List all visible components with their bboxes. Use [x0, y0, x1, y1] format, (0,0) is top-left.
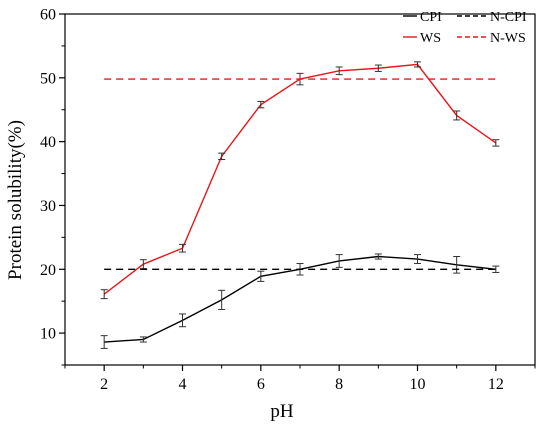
error-bar-ws [257, 100, 265, 109]
error-bar-cpi [335, 254, 343, 268]
error-bar-ws [335, 66, 343, 76]
error-bar-ws [218, 152, 226, 161]
x-tick-label: 6 [257, 376, 265, 393]
x-tick-label: 10 [410, 376, 426, 393]
error-bar-cpi [374, 253, 382, 260]
legend-label-cpi: CPI [420, 10, 442, 25]
error-bar-ws [374, 64, 382, 72]
error-bar-cpi [453, 256, 461, 274]
legend-label-n-cpi: N-CPI [490, 10, 527, 25]
x-tick-label: 12 [488, 376, 504, 393]
y-tick-label: 40 [40, 134, 56, 151]
error-bar-cpi [100, 335, 108, 349]
plot-frame [64, 13, 536, 366]
error-bar-ws [139, 259, 147, 270]
y-tick-label: 60 [40, 7, 56, 24]
x-tick-label: 2 [100, 376, 108, 393]
error-bar-ws [492, 139, 500, 147]
error-bar-ws [414, 61, 421, 68]
legend-label-n-ws: N-WS [490, 31, 526, 46]
y-tick-label: 50 [40, 70, 56, 87]
error-bar-cpi [257, 270, 265, 282]
error-bar-cpi [218, 289, 226, 310]
x-axis-title: pH [270, 401, 294, 422]
error-bar-cpi [139, 336, 147, 343]
error-bar-ws [100, 289, 108, 300]
legend-label-ws: WS [420, 31, 441, 46]
error-bar-cpi [492, 265, 500, 273]
y-tick-label: 10 [40, 326, 56, 343]
axes-layer: 2 4 6 8 10 12 10 20 30 40 50 60 [40, 7, 536, 393]
y-axis-title: Protein solubility(%) [5, 120, 26, 280]
y-tick-label: 30 [40, 198, 56, 215]
legend: CPI N-CPI WS N-WS [403, 10, 527, 46]
error-bar-ws [179, 243, 186, 253]
y-tick-label: 20 [40, 262, 56, 279]
series-line-ws [103, 63, 497, 295]
error-bar-cpi [414, 254, 421, 265]
series-layer [100, 61, 500, 349]
x-tick-label: 8 [335, 376, 343, 393]
error-bar-cpi [179, 313, 186, 328]
error-bar-ws [453, 110, 461, 121]
x-tick-label: 4 [179, 376, 187, 393]
